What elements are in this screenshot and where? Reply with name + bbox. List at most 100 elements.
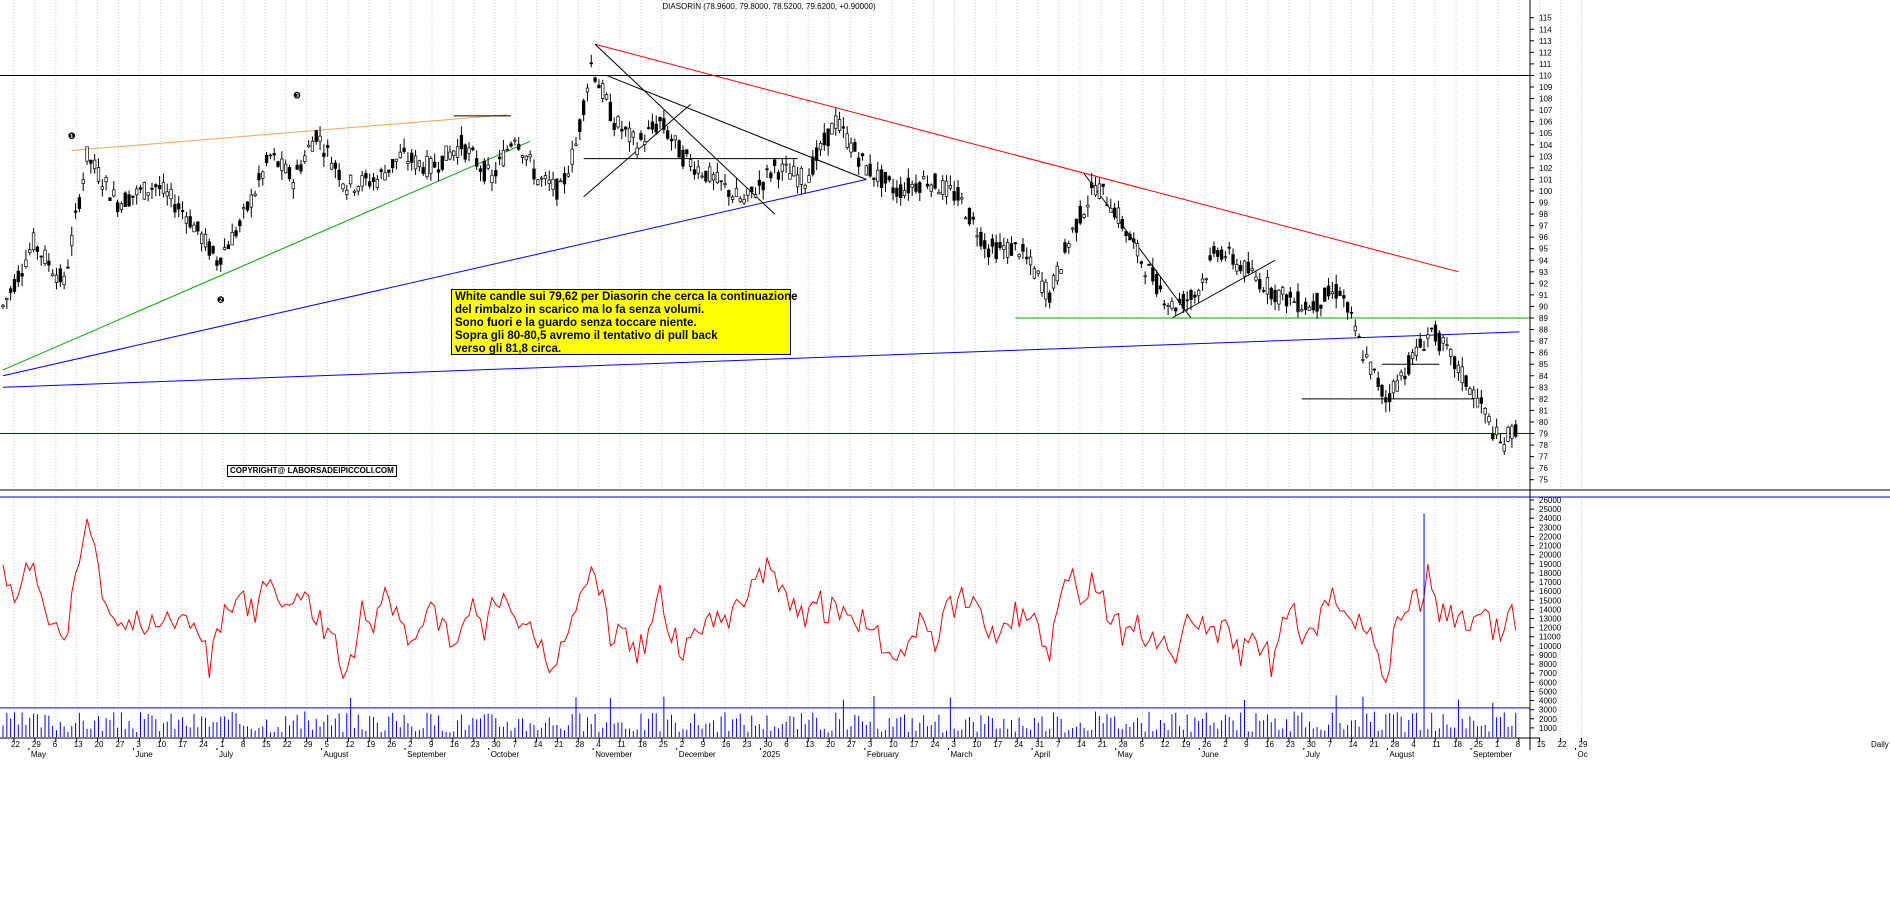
candle-body bbox=[1502, 444, 1506, 452]
candle-body bbox=[257, 173, 261, 181]
x-tick-label: 25 bbox=[1474, 740, 1483, 749]
candle-body bbox=[333, 162, 337, 169]
y-tick-label: 101 bbox=[1539, 175, 1553, 184]
candle-body bbox=[1326, 285, 1331, 297]
candle-body bbox=[12, 279, 17, 292]
candle-body bbox=[899, 184, 903, 198]
analysis-note: White candle sui 79,62 per Diasorin che … bbox=[451, 289, 798, 355]
candle-body bbox=[1154, 273, 1159, 295]
candle-body bbox=[150, 187, 154, 190]
candle-body bbox=[780, 163, 784, 172]
x-tick-label: 29 bbox=[1579, 740, 1588, 749]
candle-body bbox=[891, 187, 895, 194]
candle-body bbox=[398, 151, 402, 159]
note-line: Sopra gli 80-80,5 avremo il tentativo di… bbox=[455, 330, 718, 342]
candle-body bbox=[1197, 290, 1201, 297]
x-tick-label: 9 bbox=[1244, 740, 1249, 749]
month-label: October bbox=[491, 750, 520, 759]
candle-body bbox=[1284, 294, 1289, 307]
x-tick-label: 22 bbox=[1558, 740, 1567, 749]
candle-body bbox=[738, 198, 742, 202]
candle-body bbox=[841, 126, 846, 129]
candle-body bbox=[1338, 290, 1342, 296]
candle-body bbox=[280, 158, 284, 171]
candle-body bbox=[784, 163, 788, 166]
candle-body bbox=[421, 167, 425, 174]
candle-body bbox=[1254, 276, 1258, 281]
candle-body bbox=[1219, 249, 1224, 260]
candle-body bbox=[666, 130, 670, 139]
candle-body bbox=[616, 116, 620, 128]
candle-body bbox=[1013, 242, 1017, 245]
candle-body bbox=[979, 231, 983, 247]
candle-body bbox=[624, 126, 628, 130]
candle-body bbox=[1250, 268, 1254, 271]
candle-body bbox=[1082, 214, 1086, 218]
candle-body bbox=[513, 139, 517, 142]
x-tick-label: 4 bbox=[1411, 740, 1416, 749]
candle-body bbox=[658, 117, 662, 122]
x-tick-label: 7 bbox=[1328, 740, 1333, 749]
candle-body bbox=[184, 216, 189, 224]
candle-body bbox=[975, 235, 979, 238]
y-tick-label: 96 bbox=[1539, 233, 1548, 242]
candle-body bbox=[135, 188, 139, 196]
wave-label: ❶ bbox=[68, 132, 76, 142]
candle-body bbox=[1449, 348, 1453, 357]
osc-y-tick-label: 5000 bbox=[1539, 687, 1557, 696]
candle-body bbox=[455, 145, 460, 158]
candle-body bbox=[1204, 278, 1208, 281]
osc-y-tick-label: 23000 bbox=[1539, 523, 1562, 532]
candle-body bbox=[849, 142, 853, 153]
candle-body bbox=[28, 249, 32, 253]
candle-body bbox=[119, 203, 124, 211]
month-label: July bbox=[219, 750, 233, 759]
candle-body bbox=[864, 165, 868, 176]
x-tick-label: 24 bbox=[931, 740, 940, 749]
x-tick-label: 10 bbox=[972, 740, 981, 749]
x-tick-label: 21 bbox=[1098, 740, 1107, 749]
candle-body bbox=[1452, 356, 1457, 369]
candle-body bbox=[593, 77, 597, 82]
candle-body bbox=[390, 158, 395, 169]
candle-body bbox=[1006, 242, 1010, 258]
candle-body bbox=[303, 155, 307, 162]
y-tick-label: 84 bbox=[1539, 372, 1548, 381]
candle-body bbox=[394, 158, 399, 162]
candle-body bbox=[459, 135, 464, 150]
candle-body bbox=[960, 197, 964, 200]
candle-body bbox=[1051, 275, 1056, 289]
candle-body bbox=[188, 216, 192, 228]
candle-body bbox=[375, 179, 380, 188]
y-tick-label: 81 bbox=[1539, 406, 1548, 415]
candle-body bbox=[66, 266, 70, 269]
candle-body bbox=[937, 191, 941, 195]
candle-body bbox=[1239, 265, 1243, 272]
candle-body bbox=[1384, 397, 1388, 403]
x-tick-label: 13 bbox=[74, 740, 83, 749]
trend-line-black bbox=[1171, 259, 1276, 319]
y-tick-label: 79 bbox=[1539, 430, 1548, 439]
candle-body bbox=[998, 242, 1002, 249]
candle-body bbox=[1216, 250, 1220, 257]
x-tick-label: 24 bbox=[199, 740, 208, 749]
y-tick-label: 98 bbox=[1539, 210, 1548, 219]
candle-body bbox=[1410, 352, 1415, 360]
candle-body bbox=[501, 149, 506, 167]
candle-body bbox=[883, 171, 888, 184]
candle-body bbox=[654, 123, 658, 133]
candle-body bbox=[532, 168, 536, 180]
osc-y-tick-label: 21000 bbox=[1539, 542, 1562, 551]
candle-body bbox=[765, 168, 769, 171]
candle-body bbox=[211, 245, 215, 254]
candle-body bbox=[536, 179, 540, 185]
candle-body bbox=[1105, 204, 1109, 207]
osc-y-tick-label: 3000 bbox=[1539, 706, 1557, 715]
x-tick-label: 17 bbox=[178, 740, 187, 749]
candle-body bbox=[1388, 393, 1392, 403]
osc-y-tick-label: 12000 bbox=[1539, 624, 1562, 633]
candle-body bbox=[509, 143, 513, 147]
candle-body bbox=[1273, 289, 1277, 303]
x-tick-label: 14 bbox=[1349, 740, 1358, 749]
